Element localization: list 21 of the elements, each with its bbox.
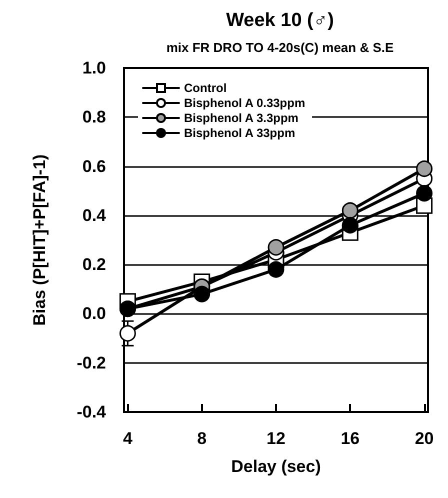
x-tick-label: 16 [340, 429, 360, 448]
x-tick-label: 12 [266, 429, 286, 448]
chart-title: Week 10 (♂) [226, 10, 334, 31]
y-tick-label: 0.6 [82, 156, 106, 176]
x-tick-label: 8 [197, 429, 207, 448]
legend-label: Bisphenol A 3.3ppm [184, 111, 298, 125]
y-tick-label: 0.8 [82, 108, 106, 127]
x-axis-title: Delay (sec) [231, 457, 321, 476]
legend-label: Control [184, 81, 227, 95]
y-tick-label: 0.4 [82, 206, 107, 225]
y-axis-title: Bias (P[HIT]+P[FA]-1) [30, 154, 49, 326]
chart-subtitle: mix FR DRO TO 4-20s(C) mean & S.E [166, 40, 394, 55]
y-tick-label: 1.0 [82, 58, 106, 78]
y-tick-label: -0.2 [76, 353, 106, 372]
x-tick-label: 20 [414, 429, 434, 448]
legend-label: Bisphenol A 33ppm [184, 126, 296, 140]
y-tick-label: 0.2 [82, 255, 106, 274]
legend-label: Bisphenol A 0.33ppm [184, 96, 306, 110]
y-tick-label: 0.0 [82, 304, 106, 324]
y-tick-label: -0.4 [76, 402, 107, 422]
x-tick-label: 4 [122, 429, 133, 448]
